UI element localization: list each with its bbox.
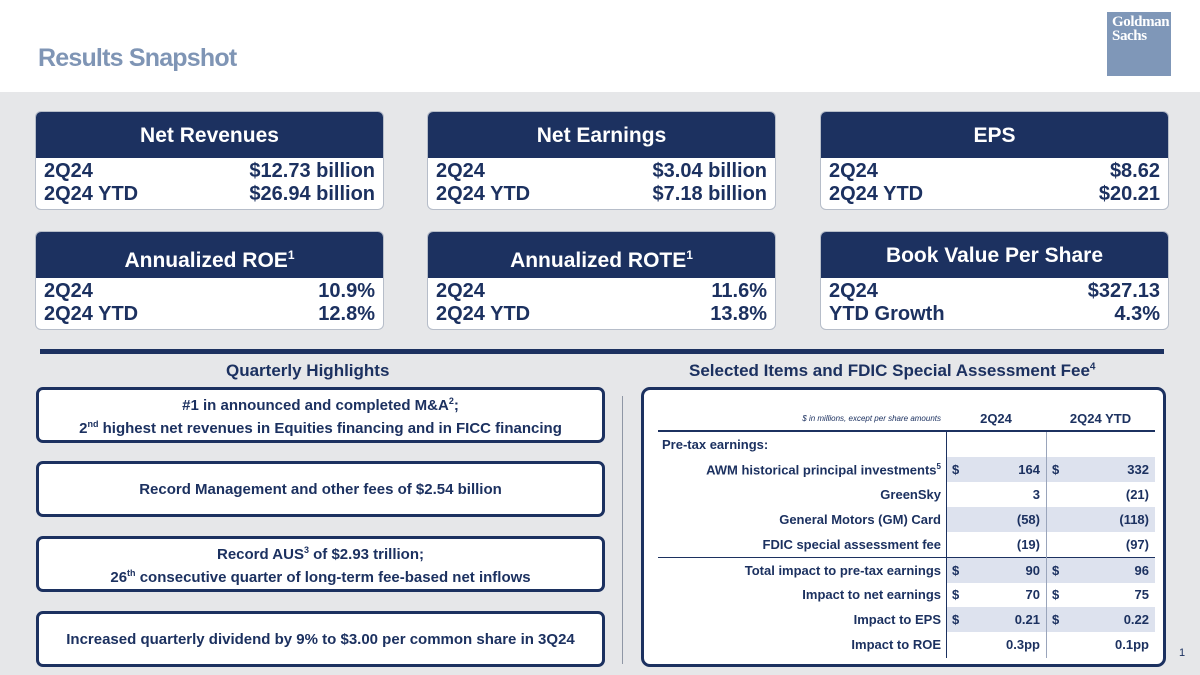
card-book-value-per-share: Book Value Per Share 2Q24 $327.13 YTD Gro… bbox=[820, 231, 1169, 330]
page-number: 1 bbox=[1179, 647, 1186, 659]
card-row: YTD Growth 4.3% bbox=[829, 303, 1160, 325]
page-title: Results Snapshot bbox=[38, 44, 237, 72]
table-row: GreenSky 3 (21) bbox=[658, 482, 1155, 507]
card-row: 2Q24 10.9% bbox=[44, 280, 375, 302]
card-row: 2Q24 YTD 13.8% bbox=[436, 303, 767, 325]
card-net-earnings: Net Earnings 2Q24 $3.04 billion 2Q24 YTD $… bbox=[427, 111, 776, 210]
table-row: Impact to EPS $0.21 $0.22 bbox=[658, 607, 1155, 632]
card-title: Net Revenues bbox=[36, 112, 383, 158]
section-divider bbox=[40, 349, 1164, 354]
card-row: 2Q24 YTD 12.8% bbox=[44, 303, 375, 325]
card-row: 2Q24 $3.04 billion bbox=[436, 160, 767, 182]
row-label: Impact to ROE bbox=[851, 637, 941, 652]
row-label: General Motors (GM) Card bbox=[779, 512, 941, 527]
table-note: $ in millions, except per share amounts bbox=[802, 413, 941, 423]
card-title: Annualized ROTE1 bbox=[428, 232, 775, 278]
table-section-row: Pre-tax earnings: bbox=[658, 432, 1155, 457]
row-label: AWM historical principal investments5 bbox=[706, 461, 941, 478]
column-divider bbox=[946, 432, 947, 658]
table-row: AWM historical principal investments5 $1… bbox=[658, 457, 1155, 482]
section-label: Pre-tax earnings: bbox=[662, 437, 769, 452]
row-label: Impact to EPS bbox=[853, 612, 941, 627]
logo-line-2: Sachs bbox=[1112, 28, 1147, 44]
card-row: 2Q24 YTD $26.94 billion bbox=[44, 183, 375, 205]
selected-items-title: Selected Items and FDIC Special Assessme… bbox=[689, 361, 1096, 380]
table-row: Impact to net earnings $70 $75 bbox=[658, 582, 1155, 607]
card-row: 2Q24 $327.13 bbox=[829, 280, 1160, 302]
card-row: 2Q24 $8.62 bbox=[829, 160, 1160, 182]
row-label: Impact to net earnings bbox=[802, 587, 941, 602]
card-row: 2Q24 11.6% bbox=[436, 280, 767, 302]
table-header: $ in millions, except per share amounts … bbox=[658, 406, 1155, 432]
row-label: Total impact to pre-tax earnings bbox=[744, 562, 941, 578]
card-eps: EPS 2Q24 $8.62 2Q24 YTD $20.21 bbox=[820, 111, 1169, 210]
logo-line-1: Goldman bbox=[1112, 14, 1170, 30]
header: Results Snapshot Goldman Sachs bbox=[0, 0, 1200, 92]
card-title: Book Value Per Share bbox=[821, 232, 1168, 278]
card-row: 2Q24 YTD $7.18 billion bbox=[436, 183, 767, 205]
goldman-sachs-logo: Goldman Sachs bbox=[1107, 12, 1171, 76]
table-row: Impact to ROE 0.3pp 0.1pp bbox=[658, 632, 1155, 657]
card-title: Net Earnings bbox=[428, 112, 775, 158]
card-title: EPS bbox=[821, 112, 1168, 158]
card-annualized-roe: Annualized ROE1 2Q24 10.9% 2Q24 YTD 12.8% bbox=[35, 231, 384, 330]
row-label: FDIC special assessment fee bbox=[762, 537, 941, 552]
row-label: GreenSky bbox=[880, 487, 941, 502]
table-row: General Motors (GM) Card (58) (118) bbox=[658, 507, 1155, 532]
highlight-aus: Record AUS3 of $2.93 trillion; 26th cons… bbox=[36, 536, 605, 592]
card-annualized-rote: Annualized ROTE1 2Q24 11.6% 2Q24 YTD 13.8% bbox=[427, 231, 776, 330]
table-row: FDIC special assessment fee (19) (97) bbox=[658, 532, 1155, 557]
selected-items-table: $ in millions, except per share amounts … bbox=[658, 406, 1155, 657]
card-row: 2Q24 $12.73 billion bbox=[44, 160, 375, 182]
column-header-2q24: 2Q24 bbox=[980, 410, 1012, 426]
vertical-separator bbox=[622, 396, 623, 664]
highlight-dividend: Increased quarterly dividend by 9% to $3… bbox=[36, 611, 605, 667]
card-row: 2Q24 YTD $20.21 bbox=[829, 183, 1160, 205]
column-divider bbox=[1046, 432, 1047, 658]
highlight-management-fees: Record Management and other fees of $2.5… bbox=[36, 461, 605, 517]
table-row-total: Total impact to pre-tax earnings $90 $96 bbox=[658, 557, 1155, 583]
card-net-revenues: Net Revenues 2Q24 $12.73 billion 2Q24 YTD… bbox=[35, 111, 384, 210]
card-title: Annualized ROE1 bbox=[36, 232, 383, 278]
highlight-ma: #1 in announced and completed M&A2; 2nd … bbox=[36, 387, 605, 443]
quarterly-highlights-title: Quarterly Highlights bbox=[226, 361, 390, 380]
column-header-2q24-ytd: 2Q24 YTD bbox=[1069, 410, 1132, 426]
selected-items-table-box: $ in millions, except per share amounts … bbox=[641, 387, 1166, 667]
